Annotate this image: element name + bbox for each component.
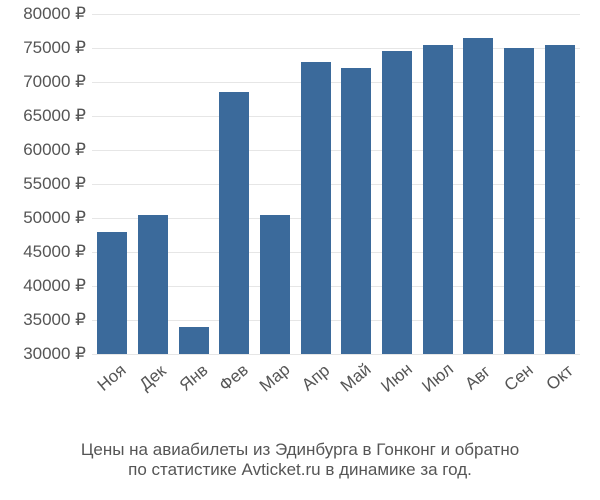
y-tick-label: 50000 ₽ <box>23 208 92 228</box>
y-tick-label: 45000 ₽ <box>23 242 92 262</box>
bar <box>179 327 209 354</box>
bar <box>341 68 371 354</box>
bar <box>504 48 534 354</box>
y-tick-label: 75000 ₽ <box>23 38 92 58</box>
y-tick-label: 60000 ₽ <box>23 140 92 160</box>
plot-area: 30000 ₽35000 ₽40000 ₽45000 ₽50000 ₽55000… <box>92 14 580 354</box>
bar <box>463 38 493 354</box>
price-chart: 30000 ₽ 35000 ₽ 40000 ₽ 45000 ₽ 50000 ₽ 55000… <box>0 0 600 500</box>
bar <box>301 62 331 354</box>
gridline <box>92 14 580 15</box>
y-tick-label: 65000 ₽ <box>23 106 92 126</box>
chart-caption: Цены на авиабилеты из Эдинбурга в Гонкон… <box>0 440 600 480</box>
bar <box>545 45 575 354</box>
bar <box>423 45 453 354</box>
y-tick-label: 30000 ₽ <box>23 344 92 364</box>
bar <box>382 51 412 354</box>
y-tick-label: 70000 ₽ <box>23 72 92 92</box>
y-tick-label: 35000 ₽ <box>23 310 92 330</box>
bar <box>97 232 127 354</box>
bar <box>260 215 290 354</box>
y-tick-label: 80000 ₽ <box>23 4 92 24</box>
y-tick-label: 55000 ₽ <box>23 174 92 194</box>
y-tick-label: 40000 ₽ <box>23 276 92 296</box>
bar <box>219 92 249 354</box>
bar <box>138 215 168 354</box>
